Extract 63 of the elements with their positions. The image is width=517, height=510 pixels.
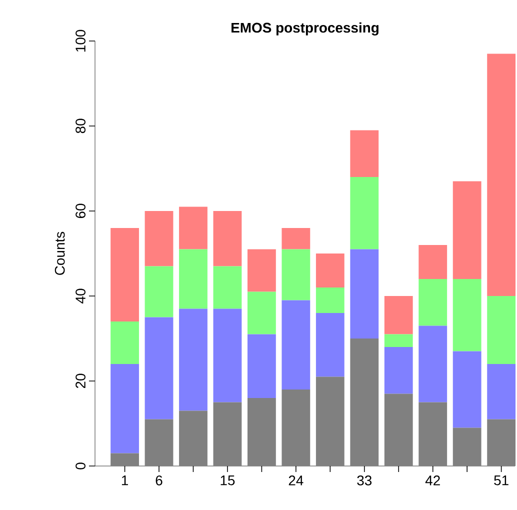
y-tick-label: 20: [76, 374, 86, 388]
bar: [213, 210, 242, 266]
bar: [144, 317, 174, 420]
bar: [282, 390, 310, 466]
y-tick-label: 80: [76, 118, 86, 134]
bar: [179, 308, 208, 411]
x-tick-label: 42: [425, 476, 440, 486]
bar: [213, 266, 242, 309]
bar: [384, 334, 413, 347]
bar: [487, 419, 516, 466]
x-tick-label: 33: [357, 476, 372, 486]
x-tick-label: 24: [288, 476, 304, 486]
bar: [316, 376, 344, 466]
bar: [110, 364, 139, 454]
bar: [213, 308, 242, 402]
bar: [247, 334, 276, 398]
bar: [144, 266, 174, 318]
bar: [487, 364, 516, 420]
bar: [418, 278, 448, 326]
bar: [179, 206, 208, 250]
bar: [418, 244, 448, 279]
bar: [350, 249, 379, 338]
bar: [316, 313, 344, 377]
bar: [384, 347, 413, 394]
bar: [282, 249, 310, 300]
bar: [282, 300, 310, 390]
bar: [110, 228, 139, 322]
bar: [384, 296, 413, 334]
bar: [179, 410, 208, 466]
bar: [418, 402, 448, 466]
bar: [418, 326, 448, 402]
bar: [144, 210, 174, 266]
chart-title: EMOS postprocessing: [232, 22, 378, 36]
bar: [179, 249, 208, 309]
y-tick-label: 100: [76, 30, 86, 52]
y-tick-label: 60: [76, 204, 86, 218]
y-axis-title: Counts: [54, 232, 65, 275]
bar: [110, 453, 139, 466]
bar: [247, 249, 276, 292]
x-tick-label: 51: [494, 476, 508, 486]
x-tick-label: 6: [156, 476, 162, 486]
bar: [247, 398, 276, 466]
bar: [316, 287, 344, 313]
bar: [110, 322, 139, 364]
bar: [452, 181, 482, 279]
bar: [452, 351, 482, 428]
bar: [213, 402, 242, 466]
bar: [487, 54, 516, 296]
bar: [384, 394, 413, 466]
bar: [144, 419, 174, 466]
y-tick-label: 40: [76, 288, 86, 304]
bar: [247, 292, 276, 334]
bar: [282, 228, 310, 250]
x-tick-label: 15: [220, 476, 235, 486]
bar: [316, 253, 344, 288]
bar: [452, 278, 482, 352]
bar: [350, 130, 379, 177]
bar: [350, 338, 379, 466]
bar: [350, 176, 379, 250]
bar: [452, 428, 482, 466]
bar: [487, 296, 516, 364]
y-tick-label: 0: [76, 462, 86, 470]
x-tick-label: 1: [122, 476, 128, 486]
